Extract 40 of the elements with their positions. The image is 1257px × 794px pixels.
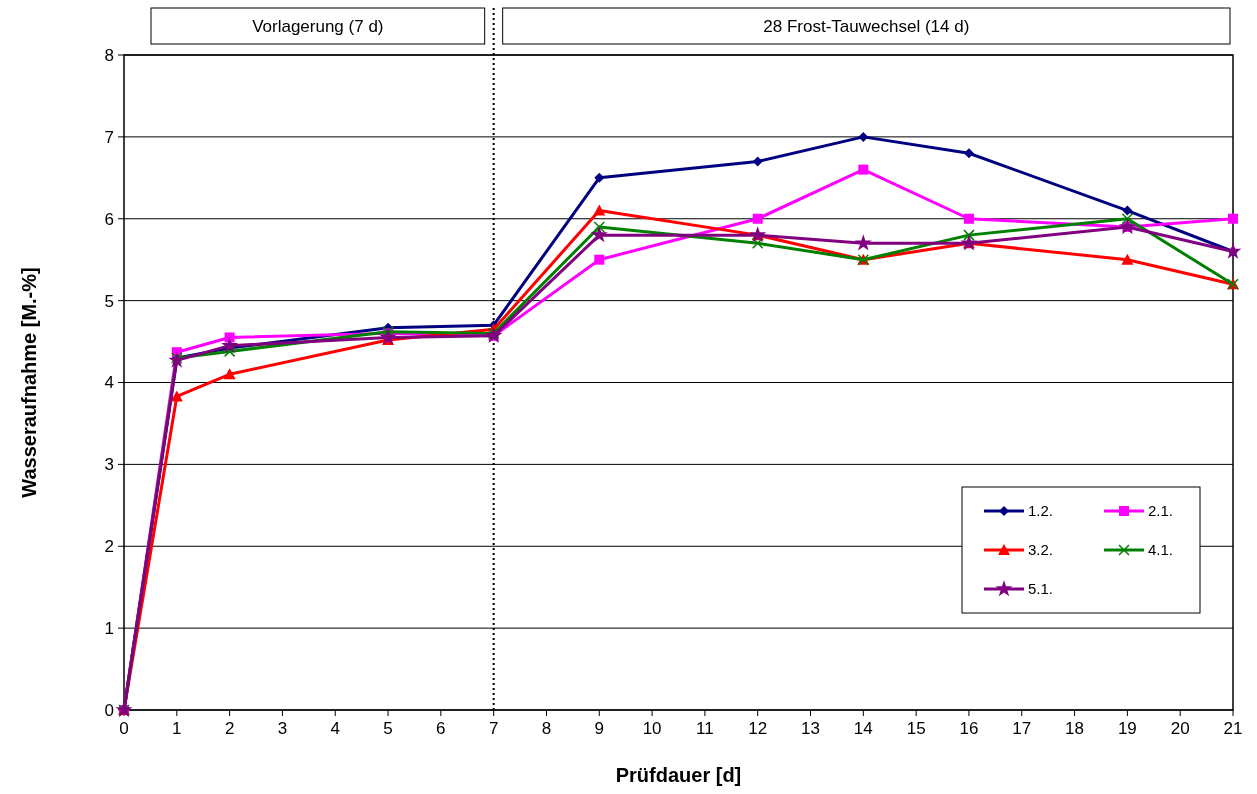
x-tick-label: 5 <box>383 719 393 738</box>
legend-label: 3.2. <box>1028 541 1054 559</box>
y-axis-title: Wasseraufnahme [M.-%] <box>18 267 40 498</box>
x-tick-label: 16 <box>959 719 979 738</box>
x-tick-label: 9 <box>594 719 605 738</box>
y-tick-label: 0 <box>104 700 114 720</box>
x-tick-label: 12 <box>748 719 768 738</box>
y-tick-label: 5 <box>104 291 114 311</box>
x-tick-label: 17 <box>1012 719 1032 738</box>
x-tick-label: 10 <box>642 719 662 738</box>
y-tick-label: 3 <box>104 455 114 475</box>
x-tick-label: 8 <box>541 719 552 738</box>
x-tick-label: 2 <box>224 719 235 738</box>
x-axis-title: Prüfdauer [d] <box>615 764 742 786</box>
legend-label: 2.1. <box>1148 502 1174 520</box>
text: Vorlagerung (7 d) <box>252 16 384 36</box>
y-tick-label: 4 <box>104 373 114 393</box>
x-tick-label: 18 <box>1065 719 1085 738</box>
y-tick-label: 7 <box>104 127 114 147</box>
x-tick-label: 7 <box>488 719 499 738</box>
x-tick-label: 21 <box>1223 719 1243 738</box>
x-tick-label: 4 <box>330 719 340 738</box>
x-tick-label: 11 <box>696 719 714 738</box>
x-tick-label: 19 <box>1117 719 1137 738</box>
y-tick-label: 2 <box>104 537 114 557</box>
y-tick-label: 8 <box>104 45 114 65</box>
x-tick-label: 15 <box>906 719 926 738</box>
y-tick-label: 6 <box>104 209 114 229</box>
x-tick-label: 20 <box>1170 719 1190 738</box>
y-tick-label: 1 <box>104 619 114 639</box>
legend-label: 4.1. <box>1148 541 1174 559</box>
text: 28 Frost-Tauwechsel (14 d) <box>763 16 970 36</box>
x-tick-label: 3 <box>277 719 288 738</box>
x-tick-label: 0 <box>119 719 129 738</box>
x-tick-label: 13 <box>801 719 820 738</box>
x-tick-label: 14 <box>853 719 873 738</box>
x-tick-label: 6 <box>436 719 446 738</box>
legend-label: 1.2. <box>1028 502 1054 520</box>
x-tick-label: 1 <box>172 719 182 738</box>
legend-label: 5.1. <box>1028 580 1054 598</box>
